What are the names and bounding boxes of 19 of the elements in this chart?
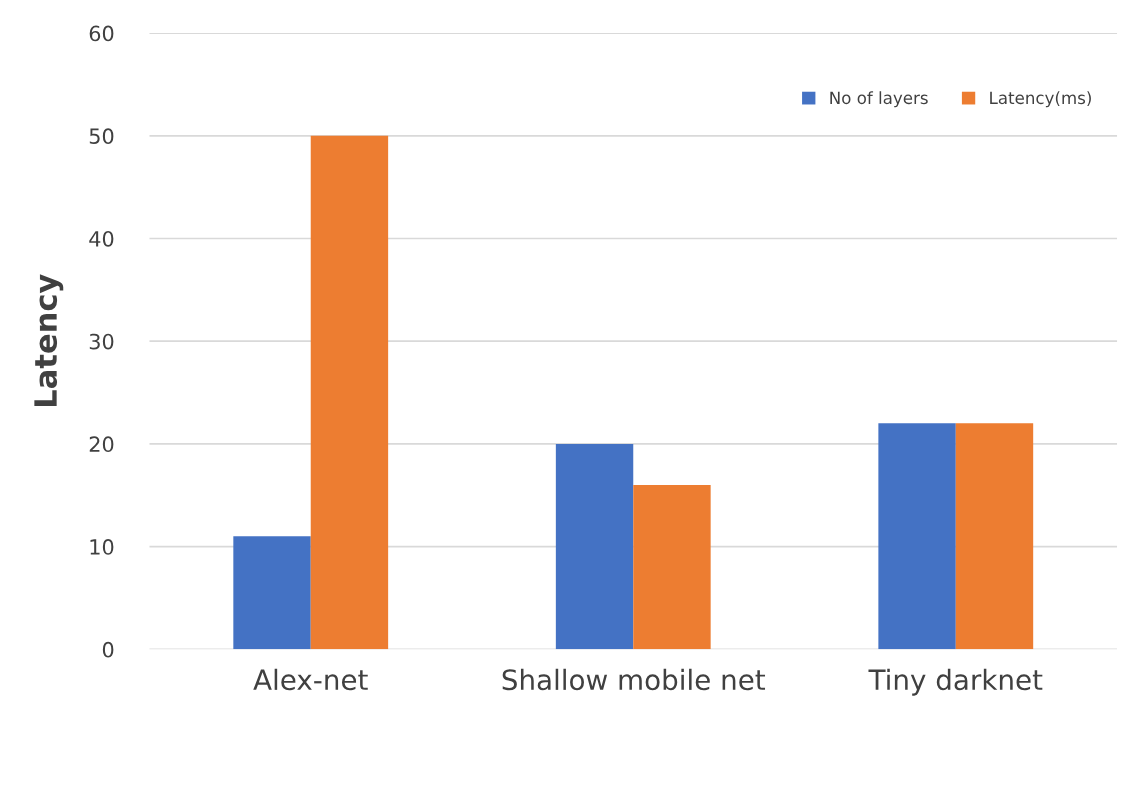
bar bbox=[233, 536, 311, 650]
bar bbox=[310, 135, 389, 650]
bar bbox=[633, 484, 711, 650]
legend-label: Latency(ms) bbox=[990, 91, 1091, 108]
x-tick-label: Tiny darknet bbox=[868, 668, 1043, 696]
y-tick-label: 20 bbox=[89, 436, 114, 453]
legend-label: No of layers bbox=[830, 91, 928, 108]
bar bbox=[955, 423, 1034, 650]
y-tick-label: 30 bbox=[89, 333, 114, 350]
x-tick-label: Alex-net bbox=[253, 668, 368, 691]
y-tick-label: 40 bbox=[89, 230, 114, 247]
y-tick-label: 0 bbox=[102, 641, 114, 658]
bar bbox=[878, 423, 956, 650]
y-tick-label: 60 bbox=[89, 25, 114, 42]
bar bbox=[555, 443, 634, 650]
y-axis-title: Latency bbox=[34, 274, 64, 406]
x-tick-label: Shallow mobile net bbox=[502, 668, 766, 691]
y-tick-label: 10 bbox=[90, 539, 114, 555]
y-tick-label: 50 bbox=[89, 128, 114, 145]
